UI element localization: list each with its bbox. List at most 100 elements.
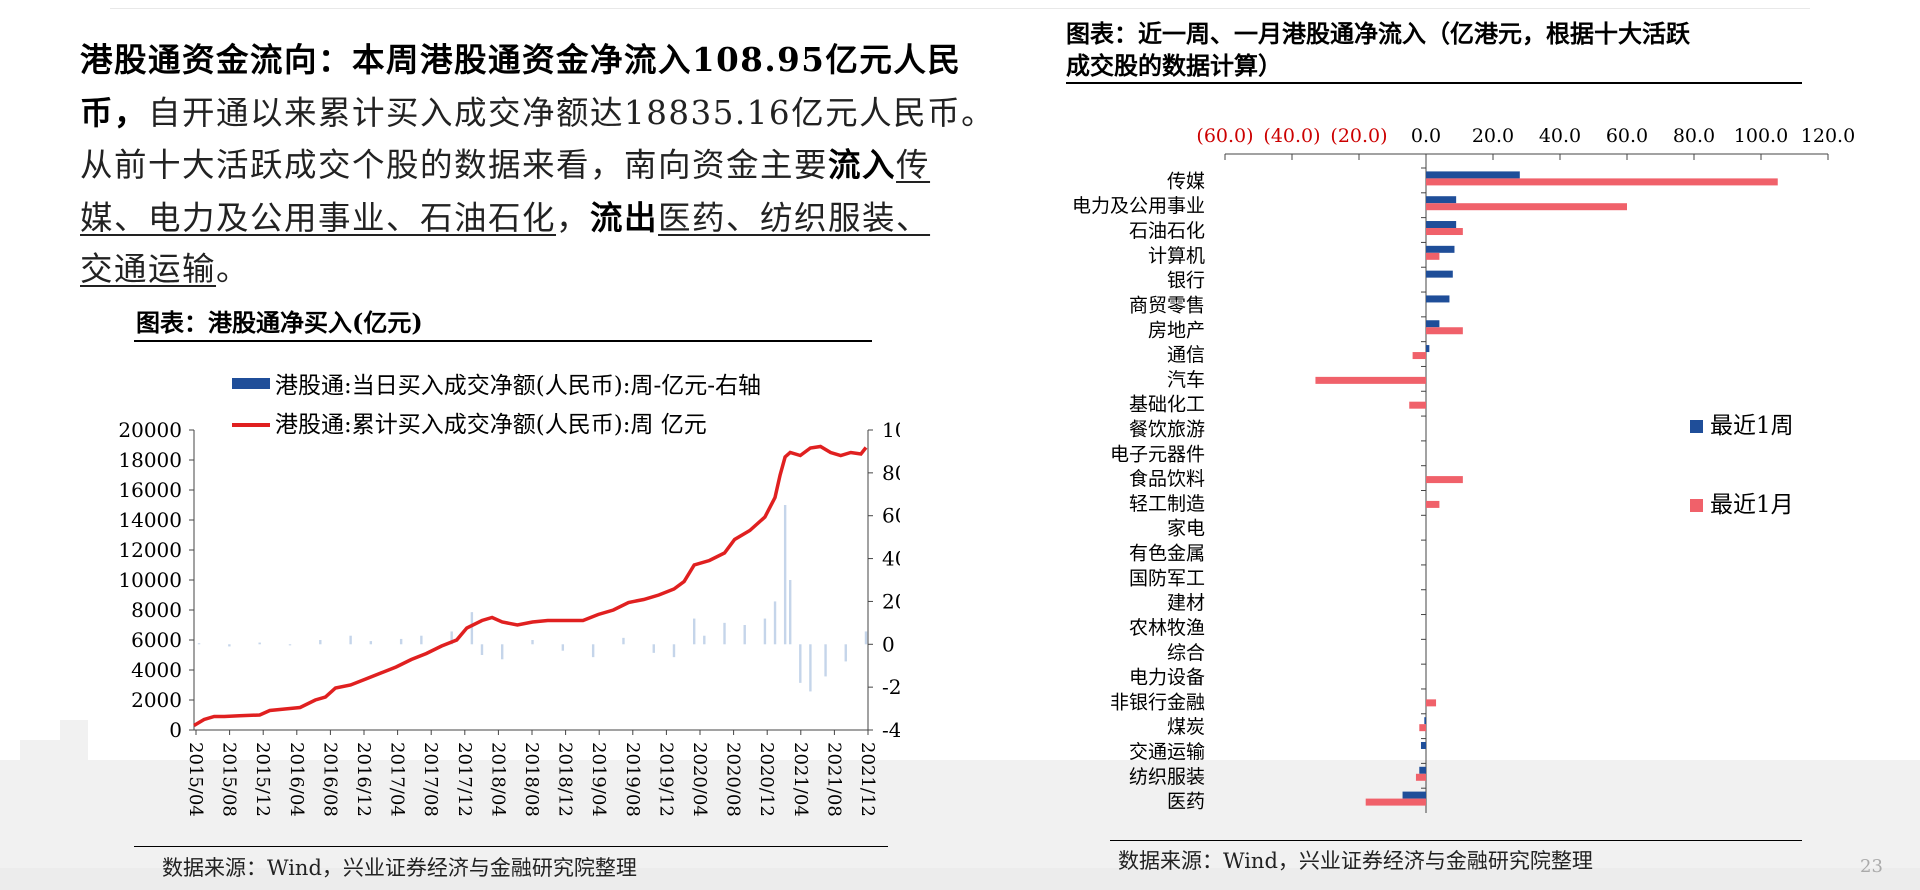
bar-week (1426, 196, 1457, 204)
bar-week (1426, 171, 1520, 179)
legend-swatch-month (1690, 499, 1703, 512)
weekly-net-bar (824, 644, 827, 677)
bar-month (1426, 699, 1437, 707)
x-tick-label: 2015/08 (219, 742, 240, 817)
y-right-tick-label: 200 (882, 589, 900, 613)
y-left-tick-label: 16000 (118, 478, 182, 502)
bar-week (1426, 245, 1455, 253)
x-tick-label: 2020/12 (756, 742, 777, 817)
x-tick-label: (20.0) (1330, 125, 1387, 147)
x-tick-label: 2015/12 (252, 742, 273, 817)
category-label: 汽车 (1167, 369, 1205, 391)
para-line4-under2: 医药、纺织服装、 (658, 198, 931, 237)
y-left-tick-label: 8000 (131, 598, 182, 622)
left-chart-title-rule (134, 340, 872, 342)
category-label: 餐饮旅游 (1129, 418, 1205, 440)
category-label: 传媒 (1167, 170, 1205, 192)
weekly-net-bar (420, 635, 423, 645)
y-left-tick-label: 4000 (131, 658, 182, 682)
legend-label-cumulative: 港股通:累计买入成交净额(人民币):周 亿元 (275, 412, 707, 438)
weekly-net-bar (531, 640, 534, 645)
x-tick-label: 2018/08 (521, 742, 542, 817)
weekly-net-bar (369, 641, 373, 645)
weekly-net-bar (672, 644, 676, 658)
x-tick-label: 2020/04 (689, 742, 710, 817)
x-tick-label: 2016/04 (286, 742, 307, 817)
right-chart-title: 图表：近一周、一月港股通净流入（亿港元，根据十大活跃 成交股的数据计算） (1066, 18, 1690, 82)
category-label: 非银行金融 (1110, 691, 1205, 713)
x-tick-label: 40.0 (1539, 125, 1581, 147)
weekly-net-bar (773, 601, 777, 645)
para-line3-bold: 流入 (828, 145, 897, 184)
right-chart: (60.0) (40.0) (20.0) 0.0 20.0 40.0 60.0 80.0 100… (1072, 125, 1855, 813)
x-tick-label: 2016/12 (353, 742, 374, 817)
left-chart-title: 图表：港股通净买入(亿元) (136, 308, 423, 337)
para-line2-text: 自开通以来累计买入成交净额达18835.16亿元人民币。 (148, 93, 996, 132)
x-tick-label: 2017/04 (387, 742, 408, 817)
y-left-tick-label: 18000 (118, 448, 182, 472)
bar-month (1426, 327, 1463, 335)
bar-month (1415, 773, 1426, 781)
weekly-net-bar (399, 638, 403, 645)
para-line3-text: 从前十大活跃成交个股的数据来看，南向资金主要 (80, 146, 829, 184)
weekly-net-bar (228, 644, 231, 647)
x-tick-label: 2019/08 (622, 742, 643, 817)
y-right-tick-label: -400 (882, 718, 900, 742)
y-left-tick-label: 10000 (118, 568, 182, 592)
weekly-net-bar (703, 635, 706, 645)
weekly-net-bar (288, 644, 292, 646)
bar-week (1426, 221, 1457, 229)
bar-month (1426, 252, 1440, 260)
weekly-net-bar (197, 643, 201, 645)
category-label: 纺织服装 (1129, 766, 1205, 788)
weekly-net-bar (864, 631, 868, 645)
left-chart-source-rule (134, 846, 888, 847)
page-number: 23 (1860, 856, 1883, 877)
weekly-net-bar (480, 644, 484, 655)
left-chart: 2000018000160001400012000100008000600040… (118, 373, 900, 817)
para-line2-bold: 币， (80, 92, 149, 132)
category-label: 房地产 (1148, 319, 1205, 341)
para-line3-under: 传 (896, 146, 931, 184)
x-tick-label: 120.0 (1801, 125, 1855, 147)
top-rule (110, 8, 1810, 9)
weekly-net-bar (783, 505, 787, 645)
y-right-tick-label: -200 (882, 675, 900, 699)
weekly-net-bar (450, 631, 453, 645)
category-label: 医药 (1167, 791, 1205, 813)
y-left-tick-label: 12000 (118, 538, 182, 562)
y-left-tick-label: 14000 (118, 508, 182, 532)
y-left-tick-label: 0 (169, 718, 182, 742)
category-label: 银行 (1167, 270, 1205, 292)
bar-week (1426, 345, 1430, 353)
bar-week (1419, 766, 1426, 774)
weekly-net-bar (622, 637, 625, 645)
x-tick-label: 2021/12 (857, 742, 878, 817)
weekly-net-bar (561, 644, 565, 651)
x-tick-label: 80.0 (1673, 125, 1715, 147)
x-tick-label: 2017/08 (420, 742, 441, 817)
weekly-net-bar (723, 622, 726, 645)
bar-month (1365, 798, 1426, 806)
para-line1: 港股通资金流向：本周港股通资金净流入108.95亿元人民 (80, 40, 962, 79)
category-label: 煤炭 (1167, 716, 1205, 738)
legend-swatch-week (1690, 420, 1703, 433)
x-tick-label: 60.0 (1606, 125, 1648, 147)
y-left-tick-label: 6000 (131, 628, 182, 652)
bar-month (1426, 178, 1778, 186)
right-chart-title-line2: 成交股的数据计算） (1066, 51, 1282, 80)
para-line5-under: 交通运输 (80, 250, 217, 288)
weekly-net-bar (763, 618, 767, 645)
left-chart-source: 数据来源：Wind，兴业证券经济与金融研究院整理 (162, 856, 637, 880)
category-label: 综合 (1167, 642, 1205, 664)
x-tick-label: 100.0 (1734, 125, 1788, 147)
x-tick-label: 2019/04 (588, 742, 609, 817)
summary-paragraph: 港股通资金流向：本周港股通资金净流入108.95亿元人民 币，自开通以来累计买入… (80, 34, 1040, 296)
category-label: 家电 (1167, 518, 1205, 540)
category-label: 国防军工 (1129, 567, 1205, 589)
y-left-tick-label: 2000 (131, 688, 182, 712)
weekly-net-bar (591, 644, 595, 658)
y-left-tick-label: 20000 (118, 418, 182, 442)
weekly-net-bar (319, 640, 322, 645)
